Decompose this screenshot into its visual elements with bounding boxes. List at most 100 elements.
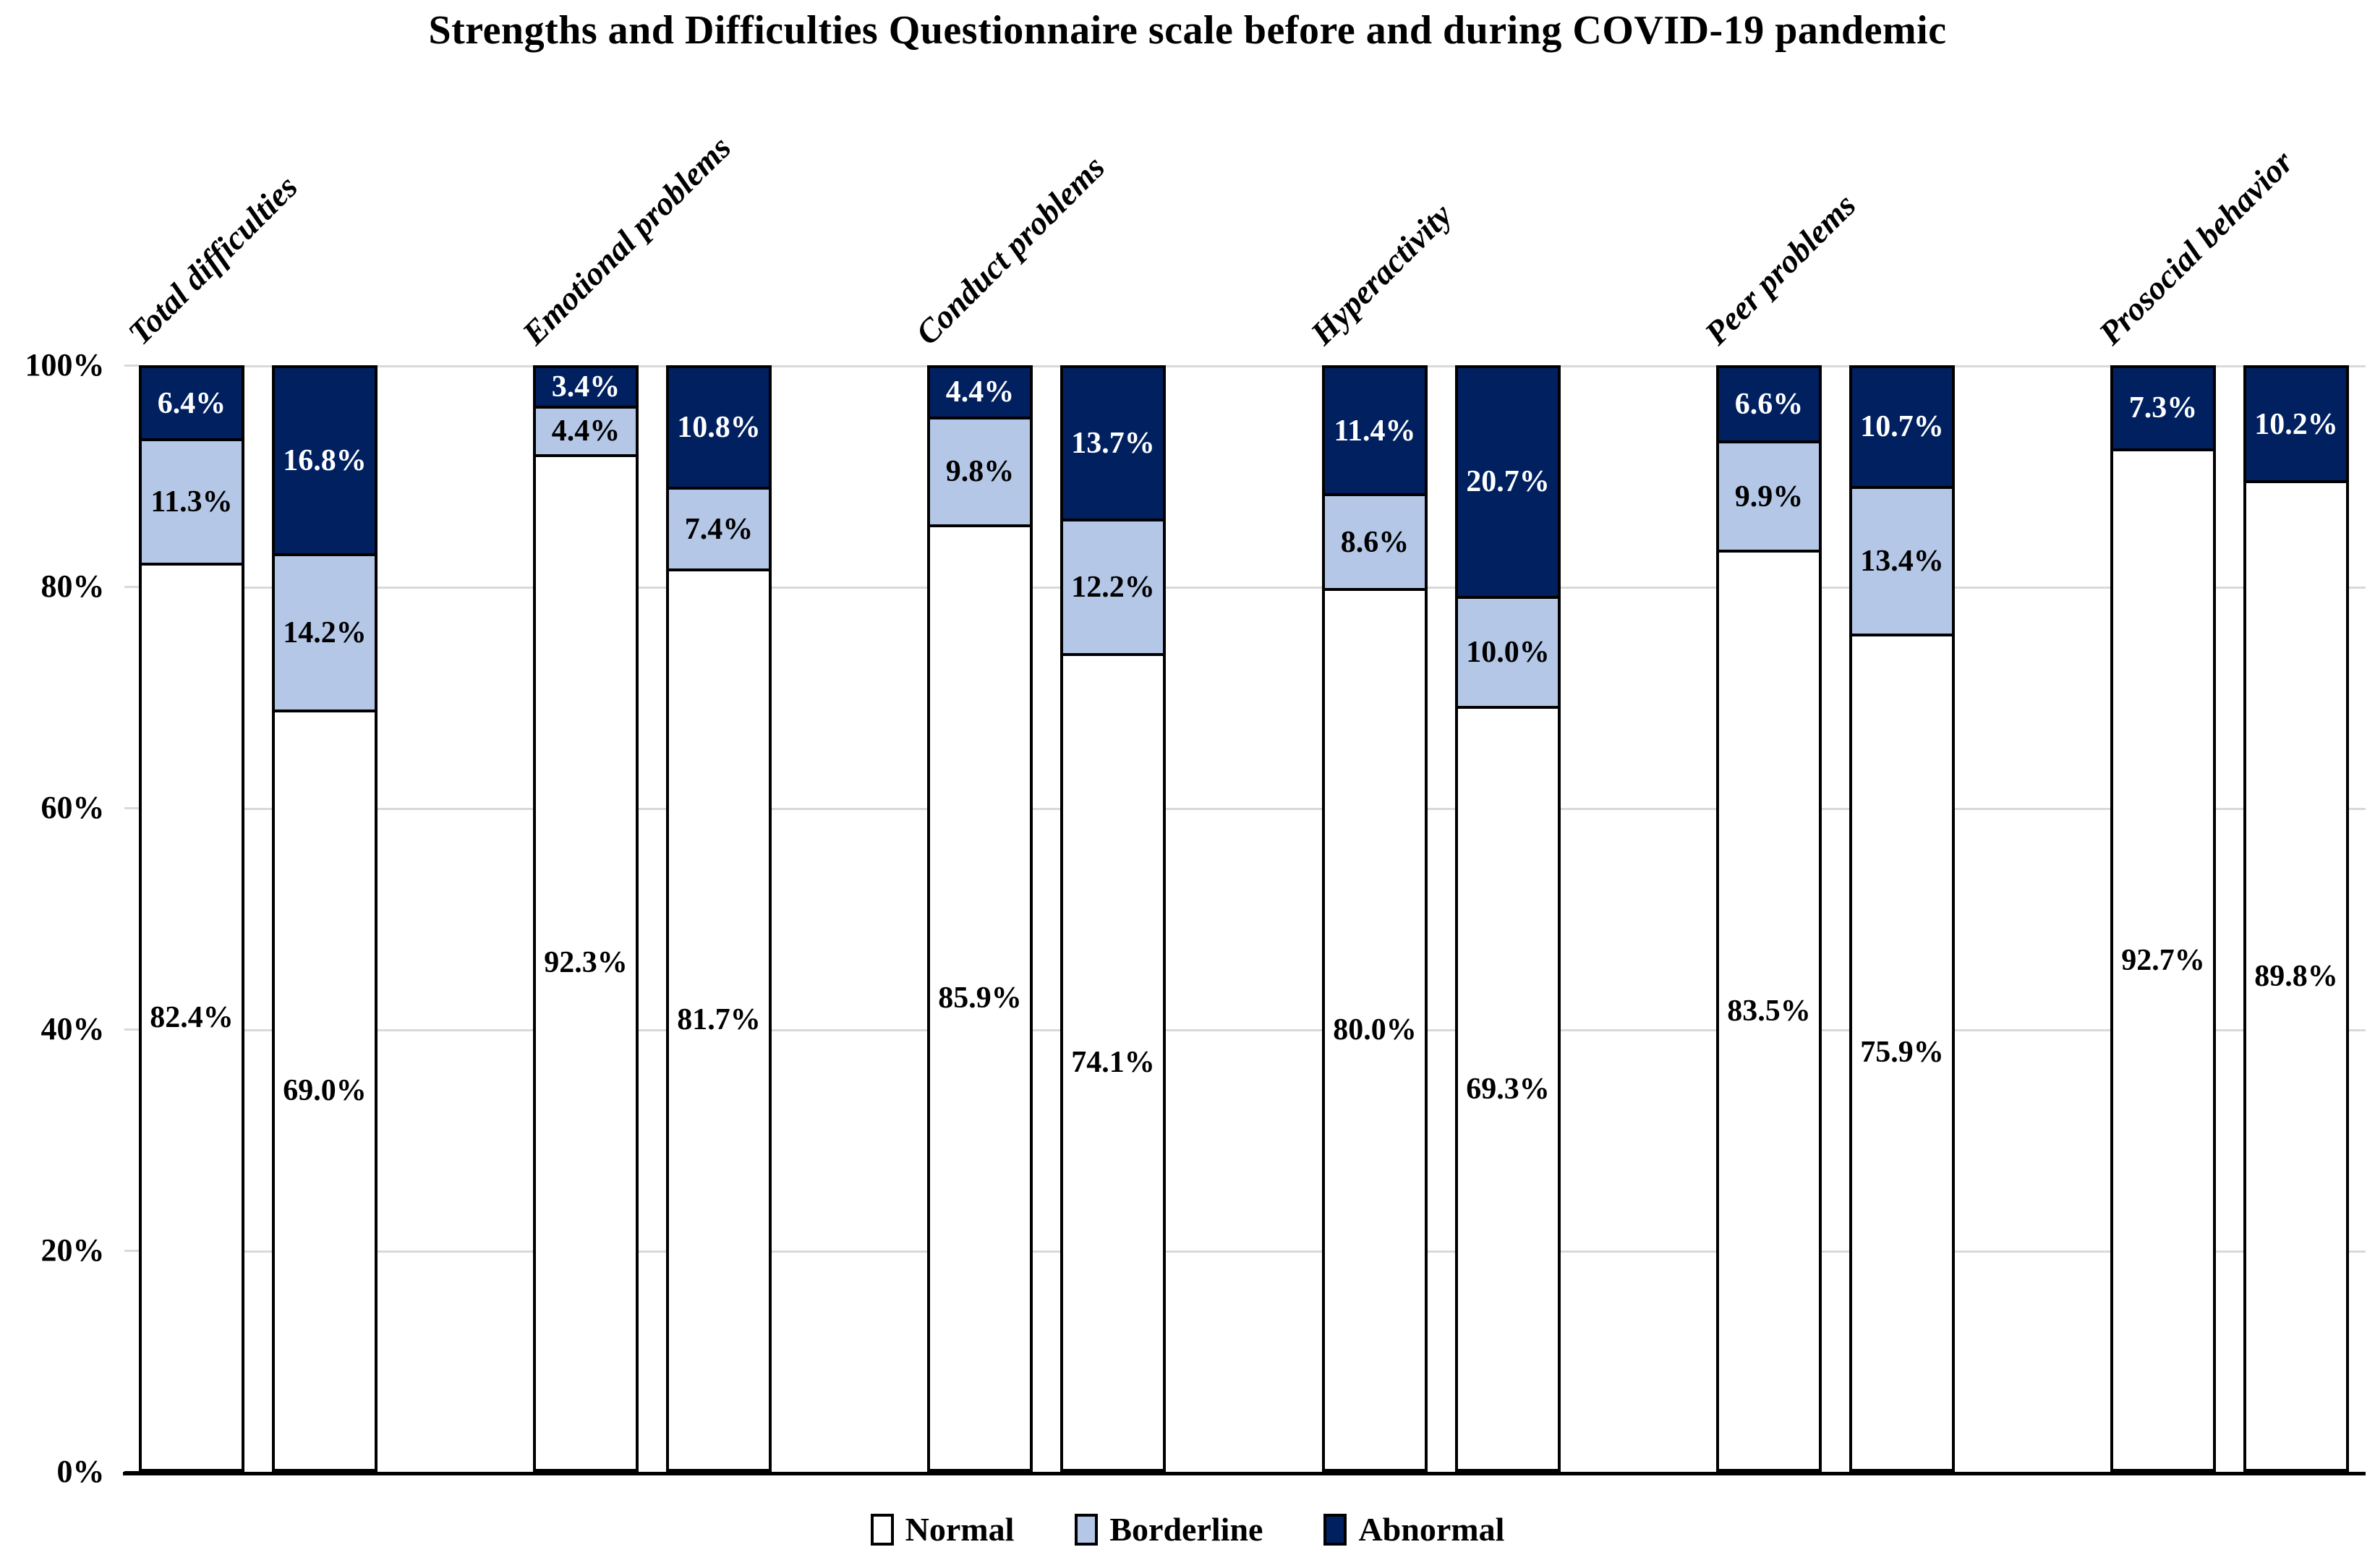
segment-abnormal: 13.7% — [1062, 367, 1163, 519]
bar-emotional-problems-1: 3.4% 4.4% 92.3% — [533, 365, 639, 1473]
segment-abnormal: 10.2% — [2246, 367, 2346, 481]
segment-abnormal: 16.8% — [275, 367, 375, 553]
plot-area — [139, 365, 2366, 1472]
segment-normal: 81.7% — [669, 568, 769, 1468]
segment-value-label: 10.0% — [1466, 636, 1550, 670]
y-tick-mark-80 — [124, 585, 140, 588]
segment-borderline: 9.9% — [1718, 440, 1819, 550]
category-label-prosocial-behavior: Prosocial behavior — [2092, 142, 2301, 351]
y-tick-label-100: 100% — [25, 346, 105, 383]
segment-value-label: 10.7% — [1860, 410, 1944, 444]
segment-normal: 92.7% — [2112, 448, 2213, 1470]
segment-borderline: 8.6% — [1324, 493, 1425, 589]
segment-value-label: 16.8% — [283, 443, 367, 477]
segment-value-label: 83.5% — [1727, 994, 1811, 1028]
segment-value-label: 3.4% — [551, 370, 621, 404]
segment-abnormal: 11.4% — [1324, 367, 1425, 494]
bar-prosocial-behavior-2: 10.2% 89.8% — [2243, 365, 2349, 1473]
segment-value-label: 74.1% — [1071, 1046, 1155, 1080]
segment-abnormal: 4.4% — [929, 367, 1030, 417]
segment-value-label: 69.3% — [1466, 1072, 1550, 1106]
gridline-20 — [139, 1250, 2366, 1253]
gridline-40 — [139, 1029, 2366, 1032]
segment-normal: 89.8% — [2246, 480, 2346, 1470]
segment-value-label: 11.4% — [1334, 414, 1416, 448]
segment-value-label: 6.4% — [157, 386, 226, 420]
segment-value-label: 82.4% — [150, 1000, 234, 1034]
segment-normal: 74.1% — [1062, 653, 1163, 1470]
segment-borderline: 13.4% — [1851, 485, 1952, 634]
y-tick-mark-100 — [124, 364, 140, 367]
segment-value-label: 9.8% — [945, 455, 1015, 489]
bar-hyperactivity-2: 20.7% 10.0% 69.3% — [1454, 365, 1561, 1473]
legend-label-borderline: Borderline — [1109, 1511, 1263, 1548]
segment-normal: 85.9% — [929, 524, 1030, 1470]
segment-borderline: 11.3% — [142, 438, 242, 563]
x-axis-line — [123, 1472, 2366, 1476]
segment-value-label: 4.4% — [945, 375, 1015, 409]
bar-emotional-problems-2: 10.8% 7.4% 81.7% — [666, 365, 772, 1473]
bar-total-difficulties-1: 6.4% 11.3% 82.4% — [139, 365, 244, 1473]
legend-swatch-abnormal — [1323, 1514, 1347, 1546]
y-tick-label-80: 80% — [40, 568, 105, 604]
category-label-emotional-problems: Emotional problems — [514, 128, 738, 351]
category-label-conduct-problems: Conduct problems — [908, 148, 1112, 351]
chart-title: Strengths and Difficulties Questionnaire… — [428, 8, 1947, 53]
segment-borderline: 10.0% — [1457, 596, 1558, 707]
segment-normal: 82.4% — [142, 563, 242, 1470]
segment-value-label: 13.4% — [1860, 544, 1944, 578]
segment-value-label: 11.3% — [150, 485, 233, 519]
segment-abnormal: 6.6% — [1718, 367, 1819, 441]
segment-value-label: 81.7% — [677, 1002, 761, 1036]
segment-value-label: 7.4% — [684, 512, 754, 546]
segment-normal: 75.9% — [1851, 633, 1952, 1470]
segment-value-label: 75.9% — [1860, 1036, 1944, 1070]
segment-value-label: 6.6% — [1734, 388, 1804, 422]
segment-value-label: 20.7% — [1466, 465, 1550, 499]
segment-value-label: 85.9% — [938, 981, 1022, 1015]
category-label-total-difficulties: Total difficulties — [120, 167, 304, 351]
legend-item-normal: Normal — [870, 1511, 1015, 1548]
gridline-80 — [139, 586, 2366, 589]
segment-abnormal: 6.4% — [142, 367, 242, 439]
segment-normal: 69.3% — [1457, 706, 1558, 1470]
segment-value-label: 92.3% — [544, 946, 628, 980]
segment-normal: 80.0% — [1324, 588, 1425, 1470]
segment-abnormal: 10.7% — [1851, 367, 1952, 486]
segment-value-label: 80.0% — [1333, 1013, 1417, 1047]
y-tick-label-0: 0% — [56, 1454, 105, 1490]
legend-swatch-borderline — [1075, 1514, 1099, 1546]
legend: Normal Borderline Abnormal — [0, 1513, 2375, 1546]
segment-normal: 69.0% — [275, 709, 375, 1470]
y-tick-mark-60 — [124, 806, 140, 809]
segment-value-label: 10.8% — [677, 411, 761, 445]
segment-abnormal: 20.7% — [1457, 367, 1558, 596]
segment-normal: 92.3% — [536, 453, 636, 1470]
segment-borderline: 9.8% — [929, 416, 1030, 524]
legend-item-borderline: Borderline — [1075, 1513, 1263, 1546]
segment-borderline: 12.2% — [1062, 519, 1163, 654]
segment-value-label: 13.7% — [1071, 427, 1155, 461]
bar-peer-problems-1: 6.6% 9.9% 83.5% — [1715, 365, 1822, 1473]
bar-peer-problems-2: 10.7% 13.4% 75.9% — [1849, 365, 1955, 1473]
legend-item-abnormal: Abnormal — [1323, 1513, 1504, 1546]
gridline-60 — [139, 807, 2366, 810]
category-label-hyperactivity: Hyperactivity — [1303, 195, 1459, 351]
segment-value-label: 4.4% — [551, 414, 621, 448]
segment-value-label: 8.6% — [1340, 525, 1410, 559]
gridline-100 — [139, 365, 2366, 367]
legend-label-normal: Normal — [905, 1511, 1015, 1548]
segment-value-label: 89.8% — [2254, 959, 2338, 993]
y-tick-label-20: 20% — [40, 1232, 105, 1269]
segment-value-label: 92.7% — [2121, 943, 2205, 977]
y-tick-mark-20 — [124, 1250, 140, 1253]
segment-value-label: 7.3% — [2128, 391, 2198, 425]
segment-abnormal: 7.3% — [2112, 367, 2213, 449]
legend-label-abnormal: Abnormal — [1358, 1511, 1505, 1548]
segment-value-label: 12.2% — [1071, 571, 1155, 605]
segment-borderline: 7.4% — [669, 487, 769, 568]
y-tick-mark-40 — [124, 1028, 140, 1031]
segment-value-label: 10.2% — [2254, 407, 2338, 441]
y-tick-label-60: 60% — [40, 789, 105, 825]
